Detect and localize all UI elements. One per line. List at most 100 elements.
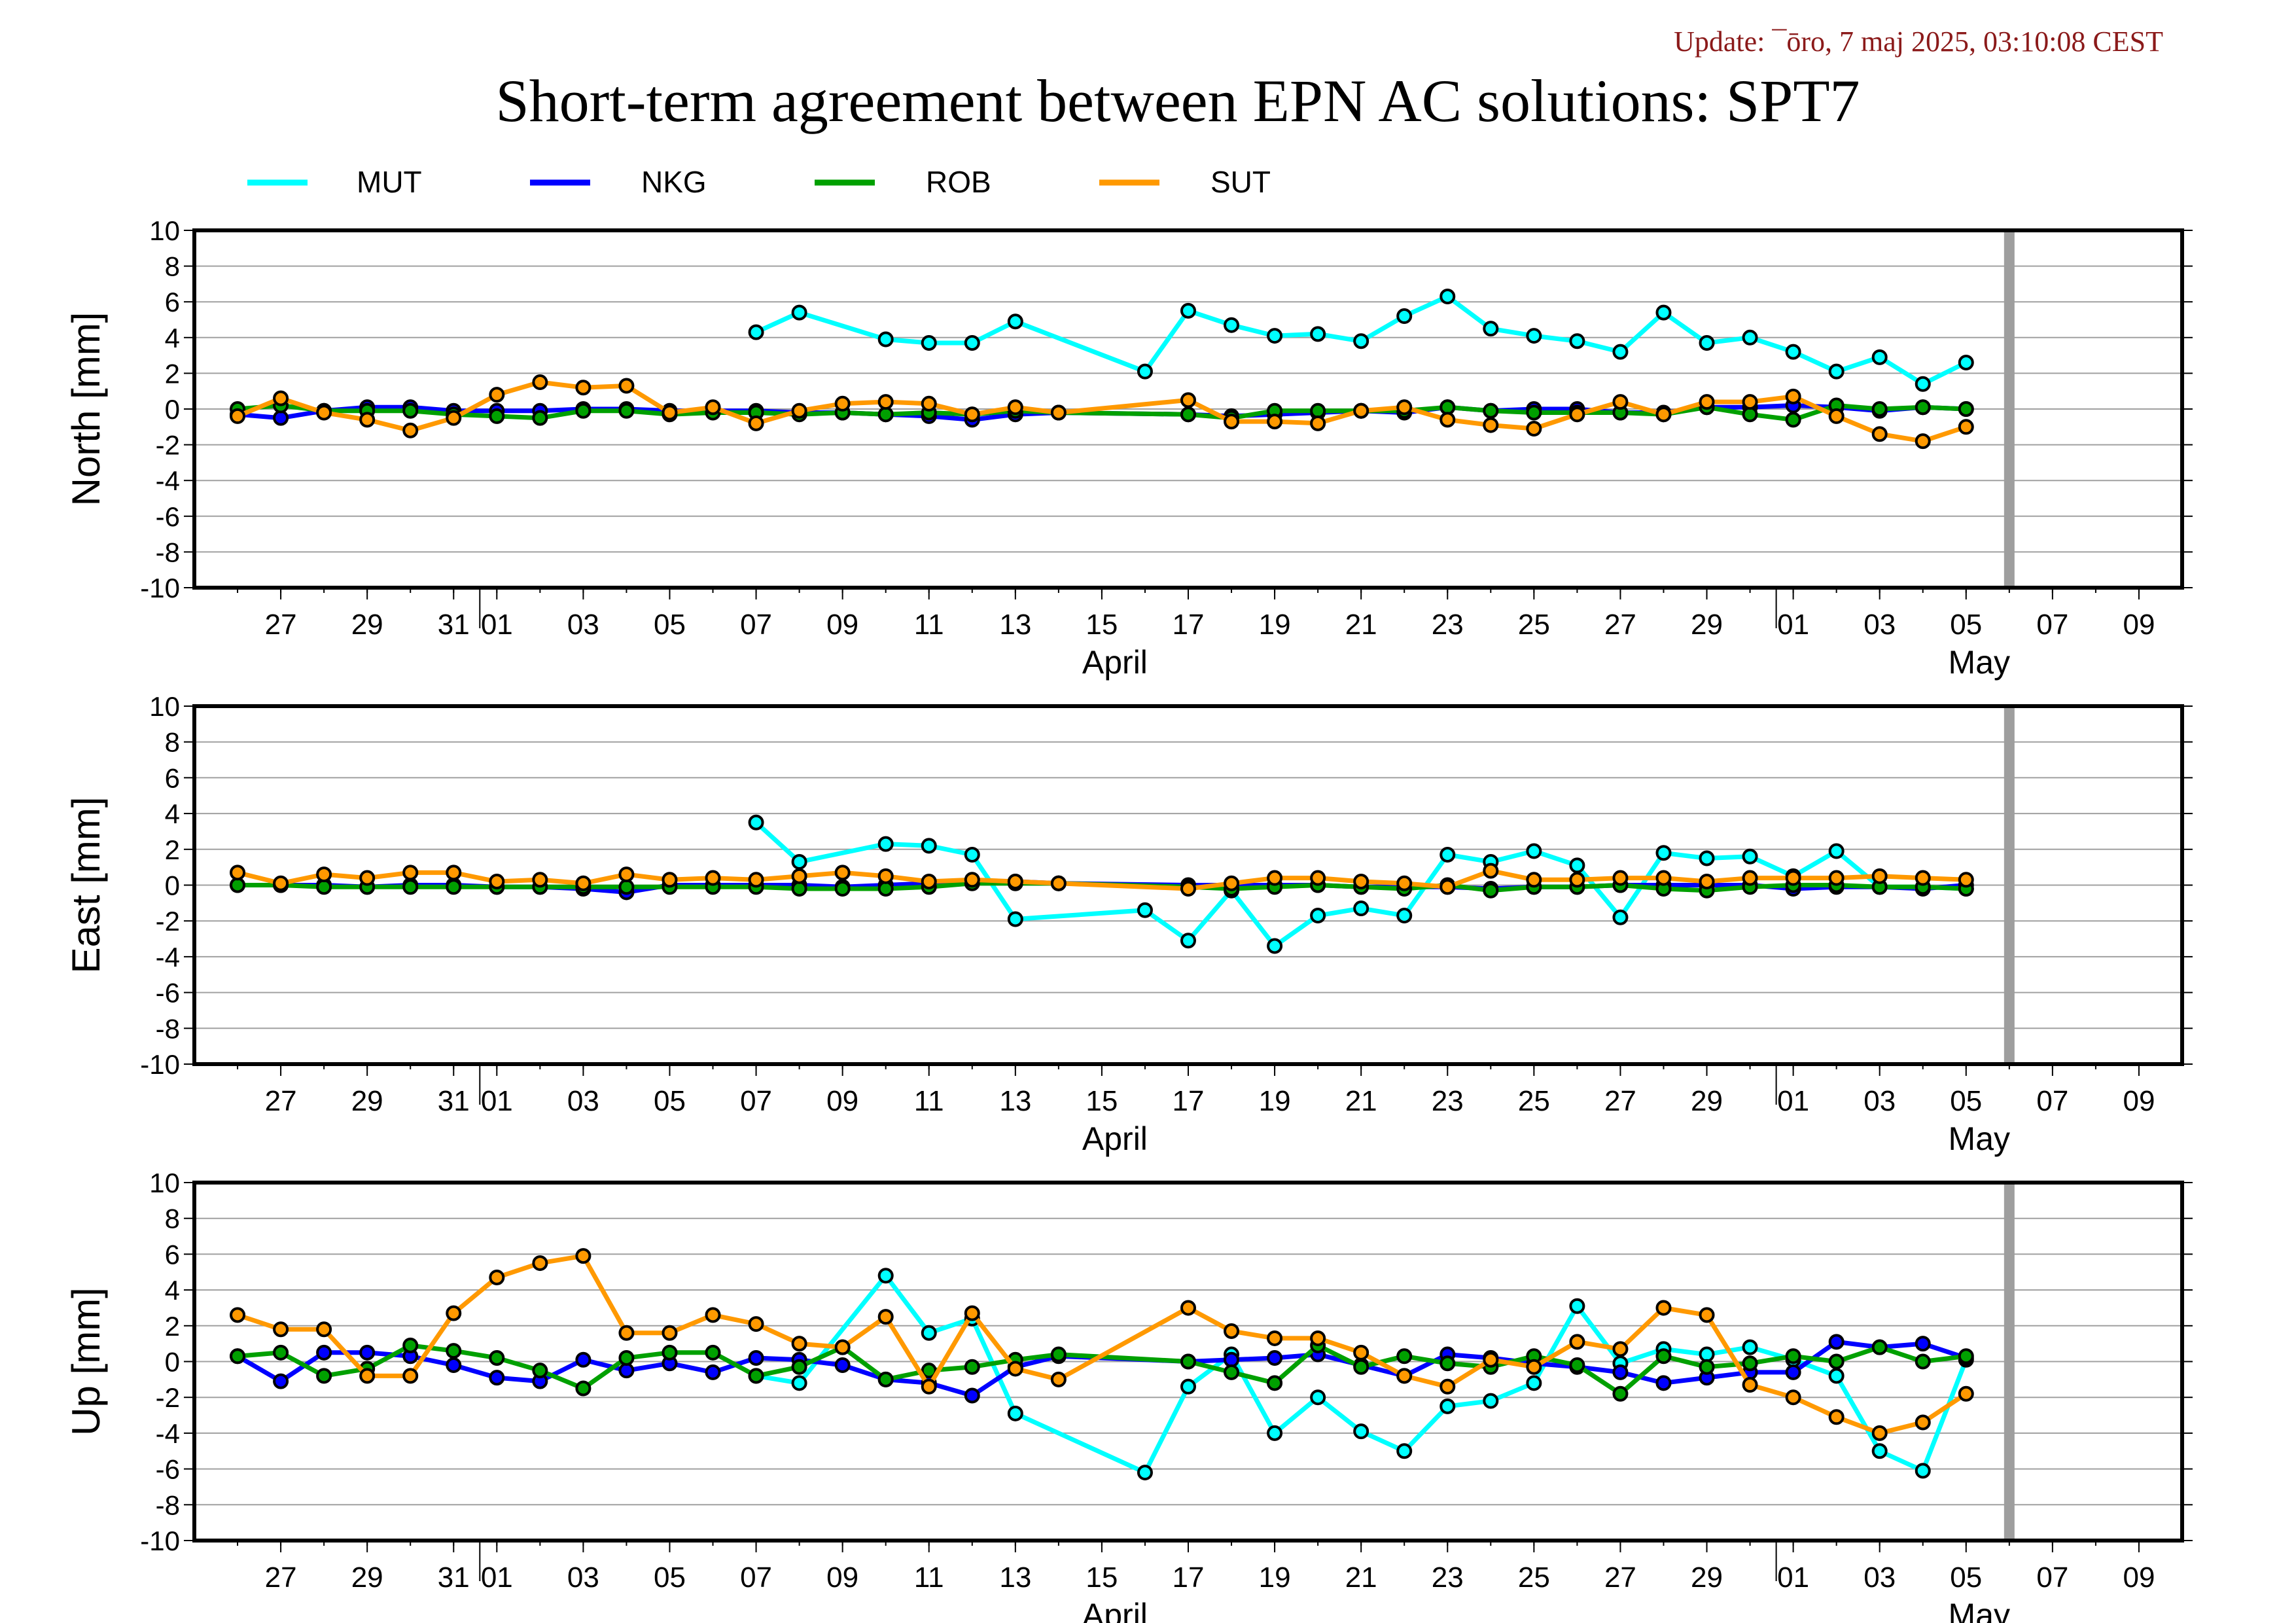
x-tick-label: 19 [1259,1561,1291,1594]
data-point-mut [1958,355,1974,371]
y-tick-label: 4 [165,798,180,829]
data-point-sut [1224,875,1240,891]
x-tick-label: 07 [2036,1085,2068,1117]
data-point-rob [964,1359,980,1375]
plot-frame [192,704,2184,1066]
data-point-nkg [748,1350,764,1366]
x-tick-label: 03 [567,1085,599,1117]
data-point-sut [1612,870,1629,886]
data-point-mut [1871,1443,1888,1459]
data-point-sut [964,406,980,423]
data-point-mut [1310,1389,1326,1406]
data-point-sut [273,875,289,891]
data-point-mut [921,1325,937,1341]
x-tick-label: 13 [999,1085,1031,1117]
data-point-sut [964,1305,980,1321]
data-point-sut [1483,863,1499,879]
data-point-sut [1785,388,1801,404]
data-point-mut [1396,308,1413,325]
data-point-rob [1180,1353,1196,1370]
data-point-mut [1007,313,1023,330]
y-tick-label: -2 [156,906,180,936]
data-point-mut [1785,344,1801,360]
x-tick-label: 11 [914,609,944,641]
y-tick-label: -10 [140,573,180,603]
month-label: April [1082,644,1148,681]
data-point-rob [446,879,462,895]
data-point-rob [316,1368,332,1384]
data-point-sut [402,865,419,881]
x-tick-label: 25 [1518,1561,1550,1594]
data-point-sut [575,1248,592,1264]
data-point-mut [1353,901,1369,917]
data-point-sut [1050,404,1067,421]
data-point-mut [748,324,764,340]
y-tick-label: 8 [165,1204,180,1234]
data-point-nkg [359,1344,376,1361]
data-point-rob [402,402,419,419]
x-tick-label: 29 [351,609,383,641]
x-tick-label: 01 [1777,609,1809,641]
data-point-rob [618,879,635,895]
data-point-rob [1915,399,1931,416]
data-point-sut [791,1336,807,1352]
data-point-sut [359,412,376,428]
data-point-nkg [575,1351,592,1368]
data-point-mut [964,334,980,351]
data-point-nkg [1915,1336,1931,1352]
data-point-sut [316,866,332,883]
data-point-sut [1699,874,1715,890]
data-point-rob [1353,1359,1369,1375]
x-tick-label: 29 [1691,609,1723,641]
x-tick-label: 03 [1863,609,1896,641]
x-tick-label: 03 [567,609,599,641]
data-point-sut [1655,1300,1672,1316]
y-tick-label: 6 [165,762,180,793]
x-tick-label: 09 [826,1561,858,1594]
data-point-sut [877,868,894,884]
data-point-mut [1871,349,1888,365]
data-point-mut [1137,363,1153,380]
data-point-sut [1007,874,1023,890]
data-point-mut [1007,1405,1023,1421]
data-point-sut [1439,412,1456,428]
x-tick-label: 07 [740,1561,772,1594]
data-point-sut [1439,879,1456,895]
y-tick-label: -10 [140,1525,180,1556]
data-point-rob [230,1348,246,1364]
data-point-sut [1785,870,1801,886]
data-point-sut [1612,1341,1629,1357]
data-point-sut [1396,875,1413,891]
data-point-rob [1785,1348,1801,1364]
data-point-sut [1180,392,1196,408]
x-tick-label: 03 [1863,1561,1896,1594]
data-point-sut [618,866,635,883]
x-tick-label: 09 [2123,1085,2155,1117]
data-point-sut [575,380,592,396]
x-tick-label: 09 [826,609,858,641]
x-tick-label: 31 [438,609,470,641]
data-point-sut [1958,872,1974,888]
data-point-rob [877,880,894,897]
x-tick-label: 09 [2123,1561,2155,1594]
data-point-sut [1050,875,1067,891]
data-point-nkg [1267,1350,1283,1366]
data-point-sut [273,1321,289,1338]
data-point-rob [1915,1353,1931,1370]
x-tick-label: 31 [438,1085,470,1117]
x-tick-label: 05 [1950,609,1982,641]
data-point-sut [1396,1368,1413,1384]
x-tick-label: 29 [1691,1085,1723,1117]
data-point-mut [1353,333,1369,349]
y-tick-label: 4 [165,1275,180,1306]
data-point-mut [748,814,764,830]
data-point-mut [1569,1298,1585,1314]
x-tick-label: 07 [2036,1561,2068,1594]
x-tick-label: 17 [1173,1085,1205,1117]
data-point-sut [1742,1377,1758,1393]
data-point-mut [921,838,937,854]
data-point-mut [1526,1375,1542,1391]
x-tick-label: 03 [1863,1085,1896,1117]
data-point-sut [1569,872,1585,888]
data-point-sut [1353,1344,1369,1361]
